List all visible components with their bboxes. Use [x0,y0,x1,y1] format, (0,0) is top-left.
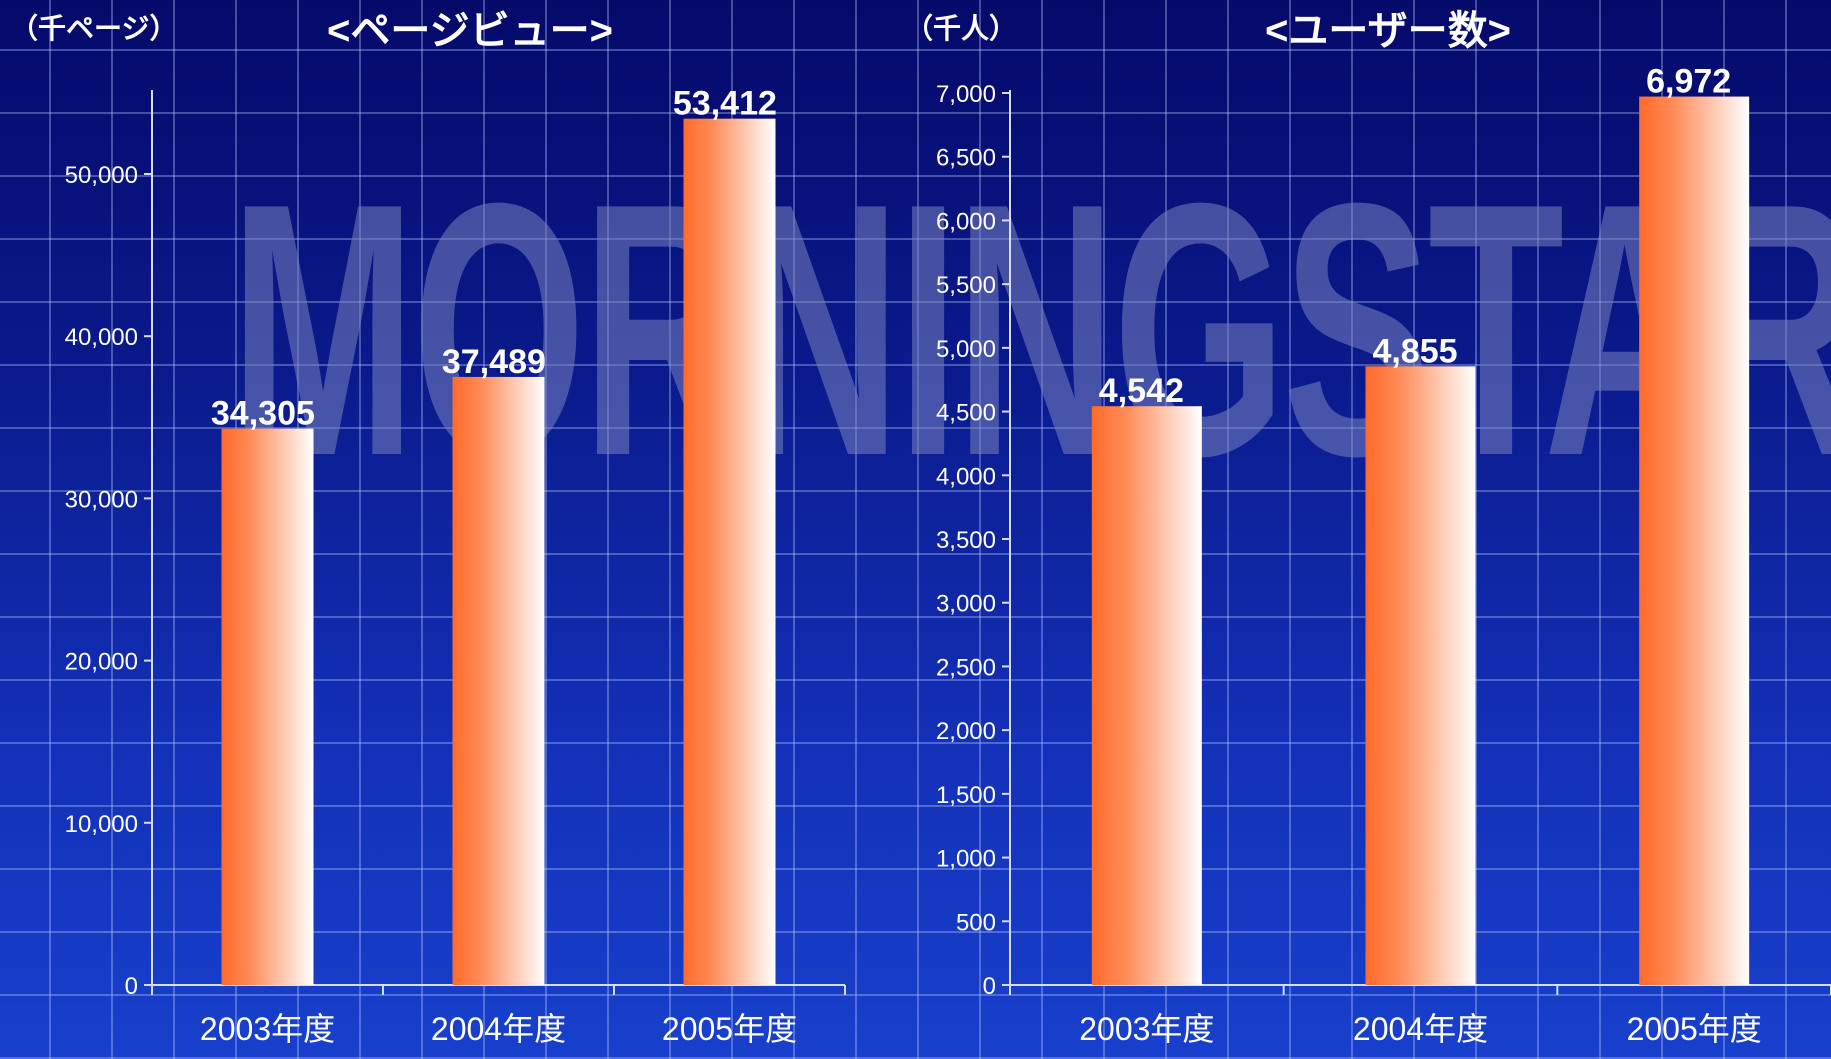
y-tick-label: 5,000 [936,336,996,363]
y-tick-label: 3,000 [936,591,996,618]
bar [1365,366,1476,985]
y-tick-label: 20,000 [65,649,138,676]
y-tick-label: 6,500 [936,145,996,172]
y-tick-label: 0 [983,973,996,1000]
chart-title: <ページビュー> [327,9,613,53]
y-tick-label: 10,000 [65,811,138,838]
chart-title: <ユーザー数> [1265,9,1511,53]
bar-value-label: 53,412 [673,85,777,123]
y-tick-label: 40,000 [65,324,138,351]
y-tick-label: 1,000 [936,846,996,873]
category-label: 2003年度 [1079,1011,1214,1047]
category-label: 2003年度 [200,1011,335,1047]
bar-value-label: 4,542 [1099,372,1184,410]
bar [452,376,545,985]
bar [221,428,314,986]
bar-value-label: 4,855 [1372,332,1457,370]
y-tick-label: 6,000 [936,208,996,235]
bar [1091,406,1202,985]
y-axis-unit-label: （千ページ） [10,12,177,44]
category-label: 2005年度 [662,1011,797,1047]
y-tick-label: 1,500 [936,782,996,809]
y-tick-label: 30,000 [65,486,138,513]
category-label: 2005年度 [1627,1011,1762,1047]
pageview-bar-chart: 0 10,000 20,000 30,000 40,000 50,000 34,305 200… [10,9,846,1047]
y-tick-label: 50,000 [65,162,138,189]
y-tick-label: 0 [125,973,138,1000]
y-axis-unit-label: （千人） [905,12,1017,44]
y-tick-label: 7,000 [936,81,996,108]
y-tick-label: 500 [956,909,996,936]
bar-value-label: 6,972 [1646,63,1731,101]
bar-value-label: 37,489 [442,343,546,381]
category-label: 2004年度 [1353,1011,1488,1047]
y-tick-label: 2,000 [936,718,996,745]
y-tick-label: 5,500 [936,272,996,299]
y-tick-label: 2,500 [936,654,996,681]
y-tick-label: 3,500 [936,527,996,554]
bar-value-label: 34,305 [211,395,315,433]
category-label: 2004年度 [431,1011,566,1047]
bar [1639,96,1750,986]
y-tick-label: 4,500 [936,400,996,427]
bar [683,118,776,986]
y-tick-label: 4,000 [936,463,996,490]
